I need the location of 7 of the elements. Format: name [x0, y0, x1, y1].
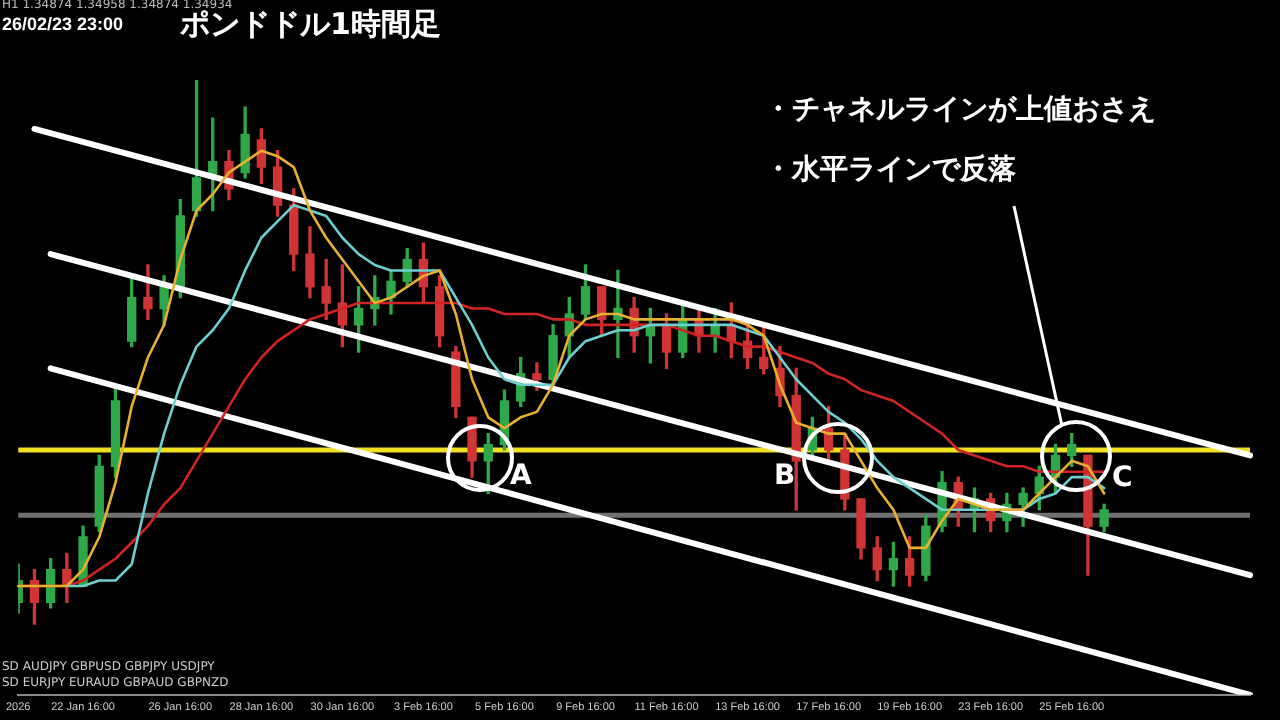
annotation: ・チャネルラインが上値おさえ: [764, 92, 1156, 128]
annotation: ・水平ラインで反落: [764, 152, 1016, 188]
annotation: B: [774, 460, 796, 492]
chart-title: ポンドドル1時間足: [180, 6, 441, 44]
annotation: C: [1112, 462, 1133, 494]
annotation: A: [510, 460, 532, 492]
text: 26/02/23 23:00: [2, 14, 124, 34]
